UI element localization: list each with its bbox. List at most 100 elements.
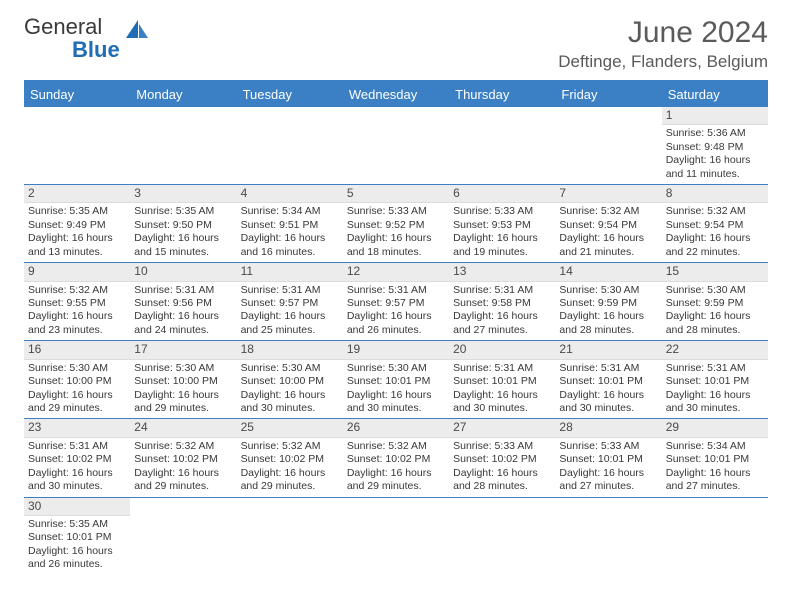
- calendar-cell: 3Sunrise: 5:35 AMSunset: 9:50 PMDaylight…: [130, 185, 236, 263]
- calendar-cell: 5Sunrise: 5:33 AMSunset: 9:52 PMDaylight…: [343, 185, 449, 263]
- day-header: Thursday: [449, 81, 555, 107]
- day-detail-line: Sunrise: 5:31 AM: [241, 284, 339, 297]
- day-detail-line: Sunset: 9:57 PM: [241, 297, 339, 310]
- day-header: Friday: [555, 81, 661, 107]
- day-detail-line: and 21 minutes.: [559, 246, 657, 259]
- calendar-cell: [24, 107, 130, 185]
- calendar-cell: 12Sunrise: 5:31 AMSunset: 9:57 PMDayligh…: [343, 263, 449, 341]
- day-detail-line: Sunset: 9:54 PM: [666, 219, 764, 232]
- day-detail-line: and 29 minutes.: [134, 480, 232, 493]
- calendar-cell: 27Sunrise: 5:33 AMSunset: 10:02 PMDaylig…: [449, 419, 555, 497]
- day-detail-line: Sunrise: 5:31 AM: [28, 440, 126, 453]
- day-detail-line: Daylight: 16 hours: [347, 467, 445, 480]
- day-details: Sunrise: 5:31 AMSunset: 9:57 PMDaylight:…: [343, 282, 449, 341]
- day-detail-line: Sunrise: 5:35 AM: [28, 205, 126, 218]
- day-detail-line: Daylight: 16 hours: [134, 389, 232, 402]
- day-detail-line: and 24 minutes.: [134, 324, 232, 337]
- day-header-row: SundayMondayTuesdayWednesdayThursdayFrid…: [24, 81, 768, 107]
- calendar-cell: 23Sunrise: 5:31 AMSunset: 10:02 PMDaylig…: [24, 419, 130, 497]
- day-detail-line: Sunset: 9:54 PM: [559, 219, 657, 232]
- day-detail-line: and 28 minutes.: [559, 324, 657, 337]
- day-details: Sunrise: 5:35 AMSunset: 10:01 PMDaylight…: [24, 516, 130, 575]
- day-detail-line: and 29 minutes.: [347, 480, 445, 493]
- day-detail-line: Daylight: 16 hours: [134, 232, 232, 245]
- day-detail-line: Sunrise: 5:30 AM: [347, 362, 445, 375]
- day-detail-line: Daylight: 16 hours: [134, 467, 232, 480]
- day-number: 3: [130, 185, 236, 203]
- location-subtitle: Deftinge, Flanders, Belgium: [558, 52, 768, 72]
- day-number: 27: [449, 419, 555, 437]
- day-detail-line: and 30 minutes.: [28, 480, 126, 493]
- day-detail-line: Sunset: 9:49 PM: [28, 219, 126, 232]
- day-header: Tuesday: [237, 81, 343, 107]
- calendar-cell: [449, 107, 555, 185]
- day-detail-line: Sunset: 9:59 PM: [666, 297, 764, 310]
- day-detail-line: Daylight: 16 hours: [559, 310, 657, 323]
- calendar-cell: 6Sunrise: 5:33 AMSunset: 9:53 PMDaylight…: [449, 185, 555, 263]
- day-detail-line: Daylight: 16 hours: [28, 232, 126, 245]
- sail-icon: [124, 18, 150, 45]
- header-row: General Blue June 2024 Deftinge, Flander…: [24, 16, 768, 72]
- day-detail-line: Sunset: 10:00 PM: [28, 375, 126, 388]
- day-details: Sunrise: 5:36 AMSunset: 9:48 PMDaylight:…: [662, 125, 768, 184]
- day-detail-line: and 25 minutes.: [241, 324, 339, 337]
- day-details: Sunrise: 5:33 AMSunset: 10:01 PMDaylight…: [555, 438, 661, 497]
- calendar-cell: 25Sunrise: 5:32 AMSunset: 10:02 PMDaylig…: [237, 419, 343, 497]
- day-detail-line: Daylight: 16 hours: [28, 467, 126, 480]
- day-number: 18: [237, 341, 343, 359]
- day-detail-line: and 27 minutes.: [666, 480, 764, 493]
- day-detail-line: Sunset: 9:52 PM: [347, 219, 445, 232]
- calendar-week: 2Sunrise: 5:35 AMSunset: 9:49 PMDaylight…: [24, 185, 768, 263]
- month-title: June 2024: [558, 16, 768, 50]
- day-details: Sunrise: 5:30 AMSunset: 10:00 PMDaylight…: [24, 360, 130, 419]
- day-number: 6: [449, 185, 555, 203]
- day-detail-line: Sunset: 10:01 PM: [347, 375, 445, 388]
- day-details: Sunrise: 5:33 AMSunset: 9:52 PMDaylight:…: [343, 203, 449, 262]
- day-header: Wednesday: [343, 81, 449, 107]
- logo-word2: Blue: [72, 37, 120, 62]
- day-detail-line: Daylight: 16 hours: [666, 154, 764, 167]
- day-detail-line: and 30 minutes.: [559, 402, 657, 415]
- calendar-cell: [343, 107, 449, 185]
- day-detail-line: and 29 minutes.: [134, 402, 232, 415]
- day-number: 7: [555, 185, 661, 203]
- day-detail-line: Sunset: 10:00 PM: [134, 375, 232, 388]
- calendar-cell: 30Sunrise: 5:35 AMSunset: 10:01 PMDaylig…: [24, 497, 130, 575]
- day-number: 17: [130, 341, 236, 359]
- day-details: Sunrise: 5:31 AMSunset: 9:58 PMDaylight:…: [449, 282, 555, 341]
- day-header: Monday: [130, 81, 236, 107]
- day-details: Sunrise: 5:30 AMSunset: 9:59 PMDaylight:…: [555, 282, 661, 341]
- calendar-cell: 18Sunrise: 5:30 AMSunset: 10:00 PMDaylig…: [237, 341, 343, 419]
- calendar-cell: [343, 497, 449, 575]
- day-detail-line: Sunset: 9:59 PM: [559, 297, 657, 310]
- day-header: Saturday: [662, 81, 768, 107]
- day-number: 14: [555, 263, 661, 281]
- day-detail-line: Daylight: 16 hours: [28, 545, 126, 558]
- day-detail-line: Sunrise: 5:30 AM: [28, 362, 126, 375]
- day-number: 10: [130, 263, 236, 281]
- day-detail-line: Sunset: 9:50 PM: [134, 219, 232, 232]
- day-detail-line: and 22 minutes.: [666, 246, 764, 259]
- day-detail-line: Sunset: 10:01 PM: [559, 375, 657, 388]
- calendar-cell: [237, 107, 343, 185]
- day-details: Sunrise: 5:32 AMSunset: 9:54 PMDaylight:…: [662, 203, 768, 262]
- day-detail-line: Daylight: 16 hours: [453, 232, 551, 245]
- day-detail-line: Sunrise: 5:31 AM: [666, 362, 764, 375]
- day-number: 2: [24, 185, 130, 203]
- day-detail-line: Daylight: 16 hours: [241, 310, 339, 323]
- calendar-cell: 2 Sunrise: 5:35 AMSunset: 9:49 PMDaylight…: [24, 185, 130, 263]
- day-number: 16: [24, 341, 130, 359]
- calendar-cell: 17Sunrise: 5:30 AMSunset: 10:00 PMDaylig…: [130, 341, 236, 419]
- day-detail-line: Sunrise: 5:35 AM: [28, 518, 126, 531]
- calendar-cell: 24Sunrise: 5:32 AMSunset: 10:02 PMDaylig…: [130, 419, 236, 497]
- day-detail-line: and 23 minutes.: [28, 324, 126, 337]
- day-detail-line: Sunset: 10:00 PM: [241, 375, 339, 388]
- day-detail-line: Sunrise: 5:34 AM: [666, 440, 764, 453]
- calendar-cell: [449, 497, 555, 575]
- day-detail-line: Sunrise: 5:33 AM: [347, 205, 445, 218]
- day-details: Sunrise: 5:30 AMSunset: 10:00 PMDaylight…: [237, 360, 343, 419]
- day-detail-line: and 19 minutes.: [453, 246, 551, 259]
- day-number: 26: [343, 419, 449, 437]
- day-detail-line: and 27 minutes.: [559, 480, 657, 493]
- day-detail-line: and 30 minutes.: [347, 402, 445, 415]
